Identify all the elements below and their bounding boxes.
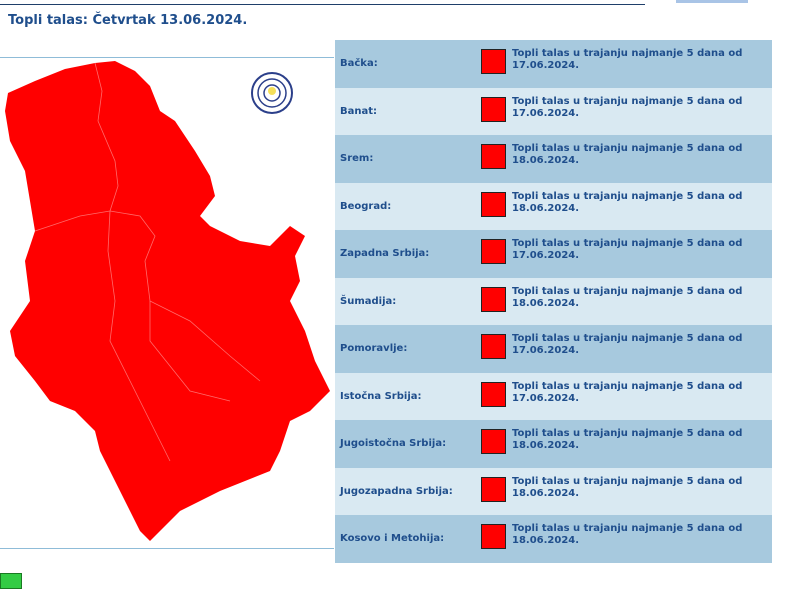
- region-name: Kosovo i Metohija:: [340, 533, 445, 544]
- rhmz-logo: [251, 72, 293, 114]
- warning-level-swatch: [481, 476, 506, 502]
- warning-text: Topli talas u trajanju najmanje 5 dana o…: [512, 523, 743, 546]
- region-warning-table: Bačka: Topli talas u trajanju najmanje 5…: [335, 40, 772, 563]
- region-name: Pomoravlje:: [340, 343, 408, 354]
- warning-text: Topli talas u trajanju najmanje 5 dana o…: [512, 143, 743, 166]
- warning-level-swatch: [481, 49, 506, 74]
- warning-text: Topli talas u trajanju najmanje 5 dana o…: [512, 333, 743, 356]
- region-row: Zapadna Srbija: Topli talas u trajanju n…: [335, 230, 772, 278]
- region-name: Šumadija:: [340, 295, 397, 307]
- serbia-map-shape: [5, 61, 330, 541]
- warning-level-swatch: [481, 429, 506, 454]
- region-row: Beograd: Topli talas u trajanju najmanje…: [335, 182, 772, 230]
- warning-text: Topli talas u trajanju najmanje 5 dana o…: [512, 238, 743, 261]
- region-row: Jugoistočna Srbija: Topli talas u trajan…: [335, 420, 772, 468]
- region-row: Jugozapadna Srbija: Topli talas u trajan…: [335, 467, 772, 515]
- region-name: Zapadna Srbija:: [340, 248, 430, 259]
- warning-level-swatch: [481, 334, 506, 359]
- warning-text: Topli talas u trajanju najmanje 5 dana o…: [512, 475, 743, 499]
- region-name: Banat:: [340, 105, 378, 117]
- warning-text: Topli talas u trajanju najmanje 5 dana o…: [512, 48, 743, 71]
- region-borders: [34, 62, 261, 462]
- region-name: Bačka:: [340, 58, 378, 69]
- region-row: Srem: Topli talas u trajanju najmanje 5 …: [335, 135, 772, 183]
- region-name: Srem:: [340, 153, 374, 164]
- warning-level-swatch: [481, 286, 506, 312]
- serbia-warning-map: [5, 61, 330, 541]
- warning-text: Topli talas u trajanju najmanje 5 dana o…: [512, 95, 743, 119]
- region-row: Pomoravlje: Topli talas u trajanju najma…: [335, 325, 772, 373]
- map-panel: [0, 57, 334, 549]
- legend-green-swatch: [0, 573, 22, 589]
- region-row: Kosovo i Metohija: Topli talas u trajanj…: [335, 515, 772, 563]
- region-name: Jugoistočna Srbija:: [340, 438, 447, 449]
- region-row: Banat: Topli talas u trajanju najmanje 5…: [335, 87, 772, 135]
- header-button[interactable]: [676, 0, 748, 3]
- warning-level-swatch: [481, 239, 506, 264]
- region-row: Bačka: Topli talas u trajanju najmanje 5…: [335, 40, 772, 88]
- warning-text: Topli talas u trajanju najmanje 5 dana o…: [512, 285, 743, 309]
- region-row: Istočna Srbija: Topli talas u trajanju n…: [335, 372, 772, 420]
- warning-level-swatch: [481, 524, 506, 549]
- warning-level-swatch: [481, 191, 506, 217]
- warning-text: Topli talas u trajanju najmanje 5 dana o…: [512, 190, 743, 214]
- region-name: Istočna Srbija:: [340, 390, 422, 402]
- header-divider: [0, 4, 645, 5]
- warning-level-swatch: [481, 144, 506, 169]
- warning-text: Topli talas u trajanju najmanje 5 dana o…: [512, 428, 743, 451]
- region-name: Beograd:: [340, 200, 392, 212]
- page-title: Topli talas: Četvrtak 13.06.2024.: [8, 13, 248, 28]
- warning-text: Topli talas u trajanju najmanje 5 dana o…: [512, 380, 743, 404]
- warning-level-swatch: [481, 96, 506, 122]
- region-row: Šumadija: Topli talas u trajanju najmanj…: [335, 277, 772, 325]
- warning-level-swatch: [481, 381, 506, 407]
- region-name: Jugozapadna Srbija:: [340, 485, 453, 497]
